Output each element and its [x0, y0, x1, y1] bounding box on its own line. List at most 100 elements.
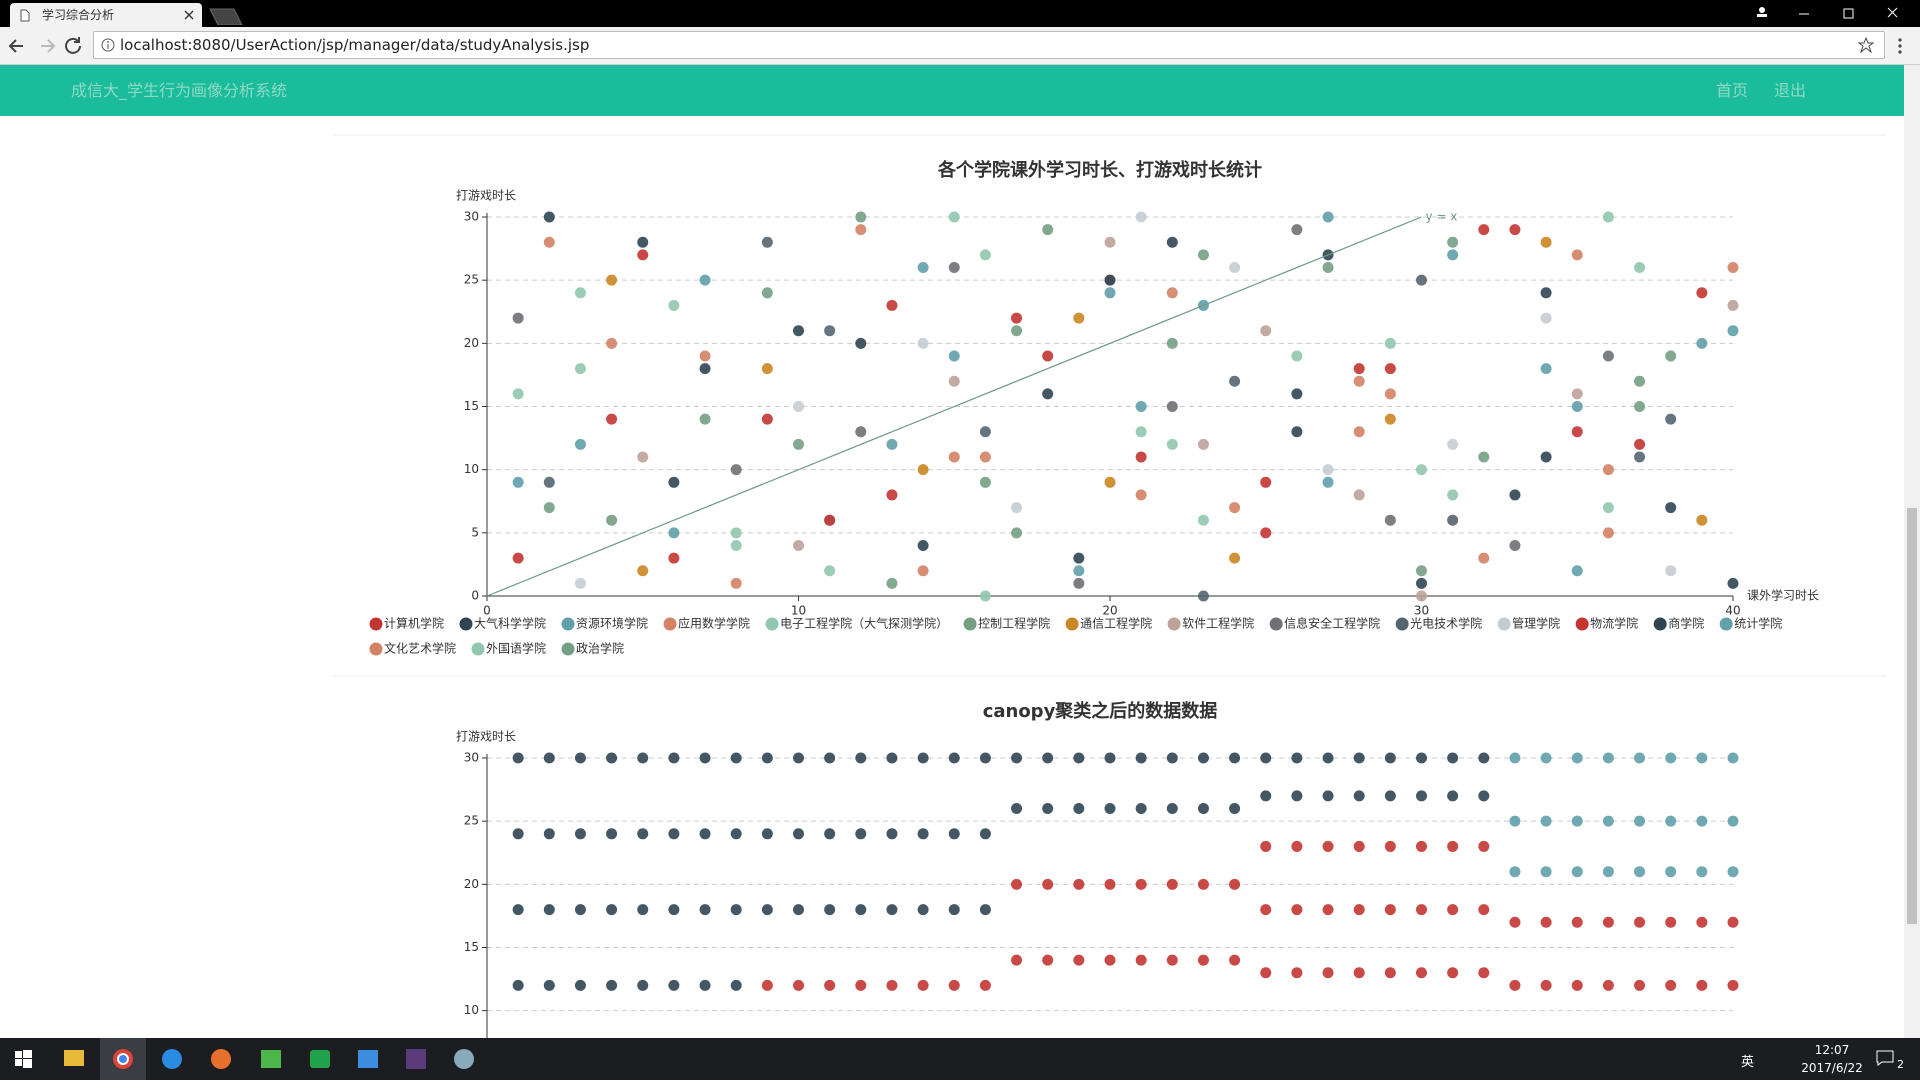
point	[1229, 502, 1241, 514]
address-bar: localhost:8080/UserAction/jsp/manager/da…	[0, 27, 1920, 65]
point	[1291, 904, 1303, 916]
point	[1042, 878, 1054, 890]
point	[637, 565, 649, 577]
point	[1571, 916, 1583, 928]
point	[979, 752, 991, 764]
url-text: localhost:8080/UserAction/jsp/manager/da…	[120, 36, 590, 54]
point	[979, 828, 991, 840]
y-tick-label: 20	[464, 877, 479, 891]
point	[1634, 815, 1646, 827]
tab-close[interactable]	[184, 10, 194, 20]
point	[1166, 878, 1178, 890]
point	[1727, 325, 1739, 337]
point	[574, 828, 586, 840]
point	[699, 828, 711, 840]
point	[917, 979, 929, 991]
point	[543, 476, 555, 488]
clock-date[interactable]: 2017/6/22	[1801, 1061, 1863, 1075]
point	[1197, 878, 1209, 890]
menu-button[interactable]	[1897, 37, 1903, 55]
point	[1540, 236, 1552, 248]
point	[1197, 514, 1209, 526]
point	[1011, 878, 1023, 890]
taskbar-icons[interactable]	[0, 1038, 480, 1080]
point	[917, 904, 929, 916]
point	[979, 426, 991, 438]
browser-tab[interactable]: 学习综合分析	[10, 3, 202, 27]
legend-swatch	[561, 642, 575, 656]
point	[1540, 287, 1552, 299]
reference-line	[486, 216, 1422, 597]
y-tick-label: 30	[464, 210, 479, 224]
url-field[interactable]: localhost:8080/UserAction/jsp/manager/da…	[93, 31, 1885, 59]
legend-swatch	[369, 617, 383, 631]
point	[730, 979, 742, 991]
point	[1571, 401, 1583, 412]
browser-titlebar: 学习综合分析	[0, 0, 1920, 27]
point	[1353, 752, 1365, 764]
legend-label: 外国语学院	[486, 641, 546, 656]
point	[1229, 752, 1241, 764]
notification-icon[interactable]	[1876, 1050, 1894, 1066]
point	[1042, 954, 1054, 966]
point	[1634, 916, 1646, 928]
point	[1634, 262, 1646, 274]
point	[824, 904, 836, 916]
nav-link[interactable]: 首页	[1716, 81, 1749, 100]
point	[793, 325, 804, 337]
point	[761, 979, 773, 991]
new-tab[interactable]	[208, 7, 244, 25]
y-tick-label: 25	[464, 814, 479, 828]
point	[1478, 904, 1490, 916]
point	[637, 236, 649, 248]
point	[1384, 337, 1396, 349]
point	[761, 236, 773, 248]
point	[1197, 249, 1209, 261]
point	[1416, 464, 1427, 476]
point	[1291, 224, 1303, 236]
point	[1447, 236, 1459, 248]
point	[699, 274, 711, 286]
nav-buttons[interactable]	[8, 36, 84, 56]
point	[793, 401, 804, 412]
point	[979, 249, 991, 261]
point	[948, 752, 960, 764]
clock-time[interactable]: 12:07	[1814, 1043, 1850, 1057]
point	[512, 552, 524, 564]
point	[1540, 451, 1552, 463]
point	[1478, 840, 1490, 852]
point	[699, 363, 711, 375]
point	[917, 539, 929, 551]
point	[668, 476, 680, 488]
point	[1166, 803, 1178, 815]
point	[543, 752, 555, 764]
legend-label: 电子工程学院（大气探测学院）	[780, 616, 948, 631]
point	[1540, 916, 1552, 928]
point	[1135, 401, 1147, 412]
scroll-thumb[interactable]	[1907, 508, 1917, 924]
point	[574, 979, 586, 991]
point	[1416, 565, 1427, 577]
point	[1509, 866, 1521, 878]
point	[1602, 815, 1614, 827]
brand[interactable]: 成信大_学生行为画像分析系统	[71, 81, 288, 100]
bookmark-star[interactable]	[1858, 37, 1874, 53]
point	[512, 828, 524, 840]
point	[574, 752, 586, 764]
point	[1291, 752, 1303, 764]
chart-area: 各个学院课外学习时长、打游戏时长统计打游戏时长课外学习时长05101520253…	[333, 134, 1886, 1038]
point	[1696, 514, 1708, 526]
point	[1384, 363, 1396, 375]
point	[1104, 476, 1116, 488]
x-tick-label: 40	[1725, 604, 1740, 618]
point	[1727, 979, 1739, 991]
point	[1509, 979, 1521, 991]
scrollbar[interactable]	[1904, 65, 1920, 1038]
window-controls[interactable]	[1750, 4, 1910, 22]
legend-label: 控制工程学院	[978, 616, 1050, 631]
ime-indicator[interactable]: 英	[1741, 1055, 1755, 1070]
point	[1416, 274, 1427, 286]
nav-link[interactable]: 退出	[1774, 81, 1807, 100]
point	[1416, 840, 1427, 852]
point	[637, 904, 649, 916]
